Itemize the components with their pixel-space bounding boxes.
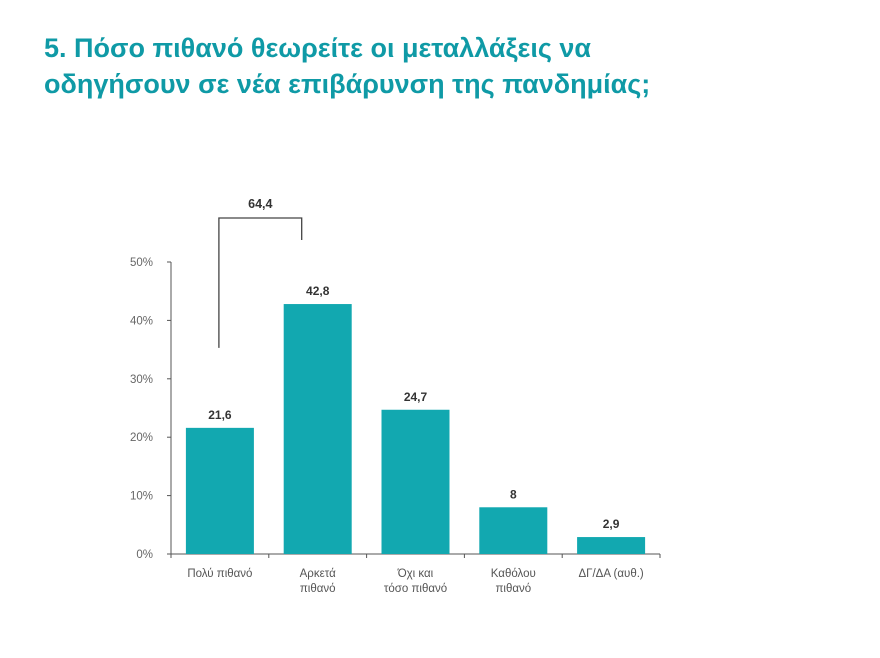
x-category-label: Καθόλου [491, 568, 536, 580]
x-category-label: Αρκετά [300, 568, 336, 580]
x-category-label: Όχι και [397, 568, 434, 580]
bar-value-label: 2,9 [603, 517, 620, 531]
x-category-label: ΔΓ/ΔΑ (αυθ.) [578, 568, 643, 580]
bar [283, 304, 352, 554]
chart-title-line-2: οδηγήσουν σε νέα επιβάρυνση της πανδημία… [44, 69, 651, 99]
bar [185, 427, 254, 554]
bar-value-label: 21,6 [208, 408, 232, 422]
y-tick-label: 20% [130, 432, 153, 444]
bar [577, 537, 646, 554]
y-tick-label: 10% [130, 491, 153, 503]
bracket-annotation [218, 217, 303, 348]
x-category-label: τόσο πιθανό [384, 583, 447, 595]
y-tick-label: 50% [130, 257, 153, 269]
chart-title: 5. Πόσο πιθανό θεωρείτε οι μεταλλάξεις ν… [44, 30, 844, 102]
y-tick-label: 30% [130, 374, 153, 386]
chart-title-line-1: 5. Πόσο πιθανό θεωρείτε οι μεταλλάξεις ν… [44, 33, 591, 63]
x-category-label: Πολύ πιθανό [187, 568, 252, 580]
bar-value-label: 42,8 [306, 284, 330, 298]
x-category-label: πιθανό [495, 583, 531, 595]
bracket-annotation-label: 64,4 [248, 197, 272, 211]
x-category-label: πιθανό [300, 583, 336, 595]
bar [381, 409, 450, 554]
bar [479, 507, 548, 554]
bar-value-label: 24,7 [404, 390, 428, 404]
bar-value-label: 8 [510, 487, 517, 501]
y-tick-label: 40% [130, 315, 153, 327]
y-tick-label: 0% [136, 549, 153, 561]
